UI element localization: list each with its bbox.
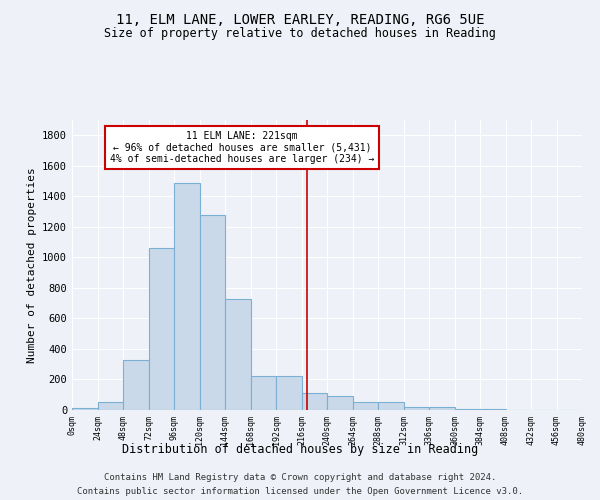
Y-axis label: Number of detached properties: Number of detached properties: [26, 167, 37, 363]
Bar: [199, 214, 225, 410]
Bar: [276, 376, 302, 410]
Text: 11, ELM LANE, LOWER EARLEY, READING, RG6 5UE: 11, ELM LANE, LOWER EARLEY, READING, RG6…: [116, 12, 484, 26]
Bar: [327, 396, 353, 410]
Bar: [480, 409, 505, 410]
Text: Contains public sector information licensed under the Open Government Licence v3: Contains public sector information licen…: [77, 488, 523, 496]
Bar: [404, 407, 429, 410]
Text: 11 ELM LANE: 221sqm
← 96% of detached houses are smaller (5,431)
4% of semi-deta: 11 ELM LANE: 221sqm ← 96% of detached ho…: [110, 131, 374, 164]
Bar: [353, 402, 378, 410]
Bar: [251, 376, 276, 410]
Bar: [72, 408, 97, 410]
Bar: [429, 407, 455, 410]
Bar: [378, 402, 404, 410]
Bar: [97, 402, 123, 410]
Bar: [455, 409, 480, 410]
Bar: [149, 248, 174, 410]
Bar: [302, 393, 327, 410]
Bar: [225, 298, 251, 410]
Bar: [174, 182, 199, 410]
Text: Contains HM Land Registry data © Crown copyright and database right 2024.: Contains HM Land Registry data © Crown c…: [104, 472, 496, 482]
Text: Size of property relative to detached houses in Reading: Size of property relative to detached ho…: [104, 28, 496, 40]
Text: Distribution of detached houses by size in Reading: Distribution of detached houses by size …: [122, 442, 478, 456]
Bar: [123, 360, 149, 410]
